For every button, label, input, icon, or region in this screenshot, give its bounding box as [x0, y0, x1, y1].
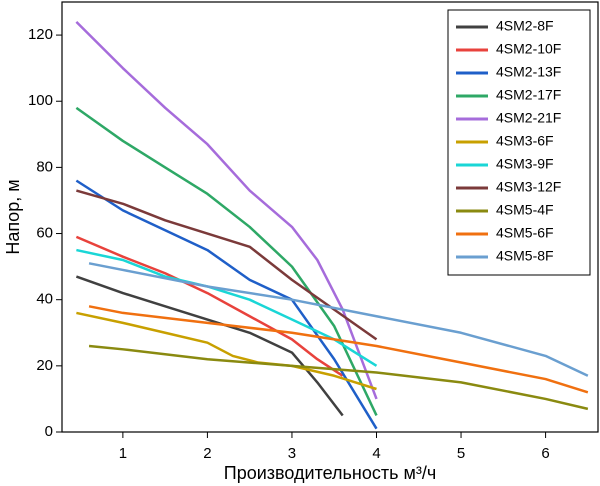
series-line	[75, 235, 344, 377]
x-tick-label: 1	[119, 445, 127, 462]
series-line	[75, 275, 344, 417]
x-tick-label: 2	[203, 445, 211, 462]
y-tick-label: 60	[36, 225, 53, 242]
legend-label: 4SM2-8F	[496, 18, 554, 34]
series-line	[76, 248, 378, 367]
series-line	[88, 344, 589, 411]
legend-label: 4SM5-6F	[496, 225, 554, 241]
series-line	[75, 20, 378, 400]
x-tick-label: 3	[288, 445, 296, 462]
y-tick-label: 80	[36, 158, 53, 175]
y-tick-label: 120	[28, 26, 53, 43]
series-line	[75, 179, 378, 430]
y-tick-label: 100	[28, 92, 53, 109]
x-axis-label: Производительность м³/ч	[224, 463, 436, 483]
series-line	[88, 305, 589, 394]
series-line	[75, 106, 378, 416]
series-line	[76, 311, 377, 391]
series-line	[88, 262, 589, 377]
legend-label: 4SM2-21F	[496, 110, 561, 126]
legend-label: 4SM3-12F	[496, 179, 561, 195]
x-tick-label: 5	[457, 445, 465, 462]
y-tick-label: 20	[36, 357, 53, 374]
legend-label: 4SM3-9F	[496, 156, 554, 172]
series-line	[76, 189, 378, 341]
legend-label: 4SM3-6F	[496, 133, 554, 149]
y-tick-label: 0	[45, 423, 53, 440]
plot-lines	[75, 20, 589, 430]
y-tick-label: 40	[36, 291, 53, 308]
x-tick-label: 4	[372, 445, 380, 462]
plot-frame	[61, 1, 599, 433]
legend-label: 4SM2-13F	[496, 64, 561, 80]
legend-label: 4SM5-4F	[496, 202, 554, 218]
y-axis-label: Напор, м	[3, 179, 23, 254]
legend-label: 4SM2-10F	[496, 41, 561, 57]
legend-label: 4SM5-8F	[496, 248, 554, 264]
x-tick-label: 6	[541, 445, 549, 462]
legend: 4SM2-8F 4SM2-10F 4SM2-13F 4SM2-17F 4SM2-21F 4…	[447, 9, 591, 276]
legend-label: 4SM2-17F	[496, 87, 561, 103]
